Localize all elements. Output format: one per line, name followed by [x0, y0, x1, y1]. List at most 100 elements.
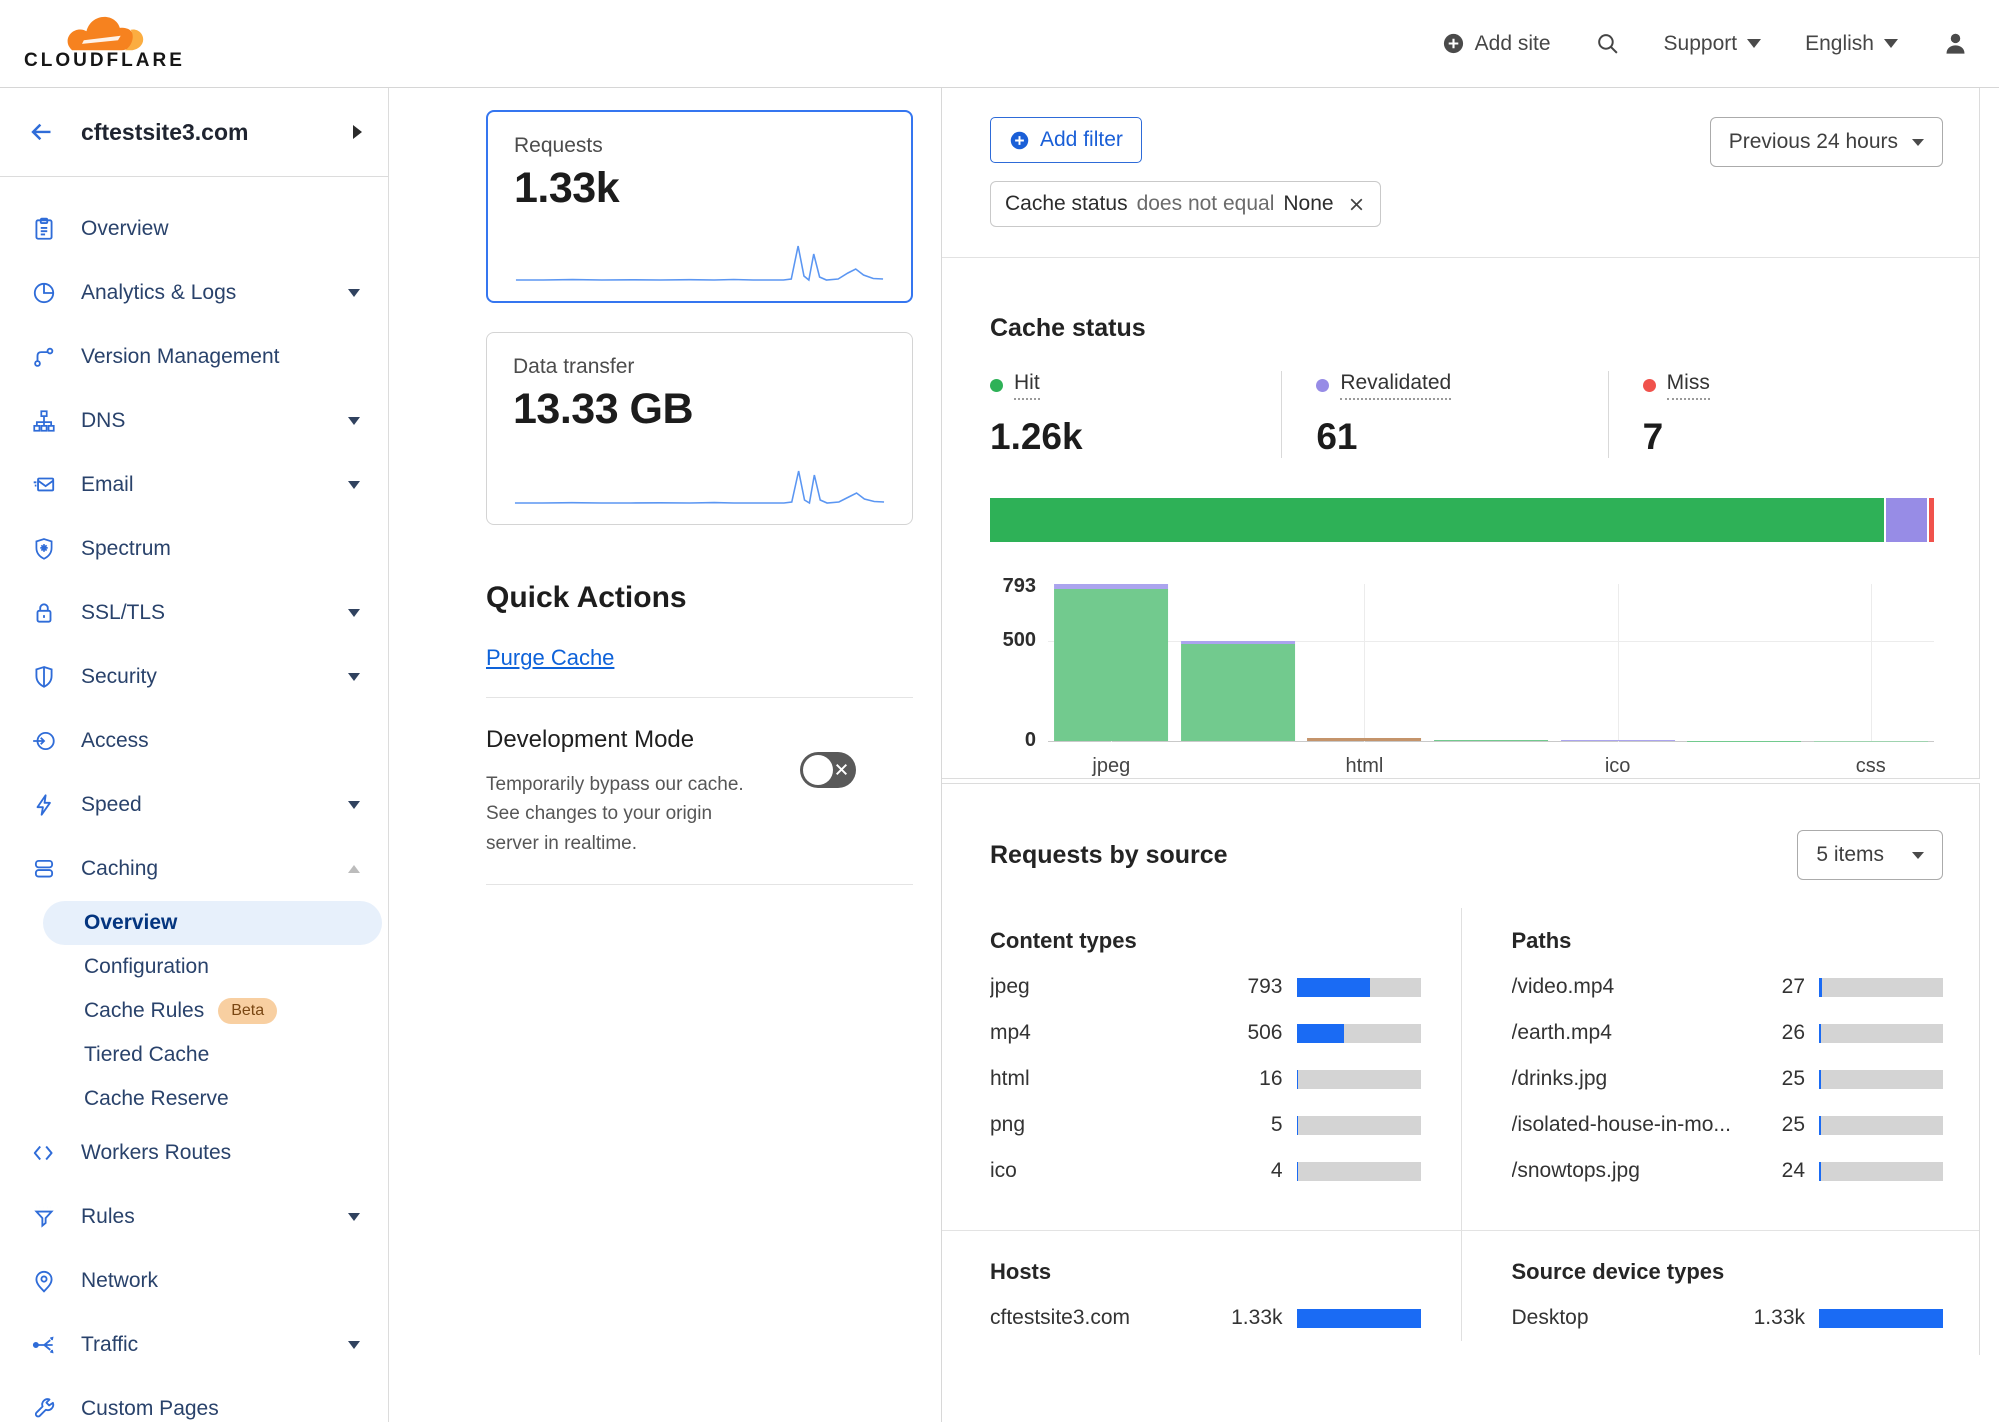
source-device-types-group: Source device types Desktop 1.33k — [1460, 1230, 1979, 1341]
support-menu[interactable]: Support — [1664, 32, 1762, 56]
sidebar-item-version-management[interactable]: Version Management — [0, 325, 388, 389]
sidebar-item-label: Caching — [81, 857, 159, 880]
miss-dot-icon — [1642, 379, 1656, 392]
legend-label-hit[interactable]: Hit — [1014, 371, 1040, 400]
chart-bar — [1813, 584, 1928, 741]
add-filter-label: Add filter — [1040, 128, 1123, 151]
search-button[interactable] — [1595, 31, 1620, 56]
main-content: Add filter Previous 24 hours Cache statu… — [941, 88, 1999, 1422]
cache-status-section: Cache status Hit 1.26k R — [942, 257, 1979, 778]
submenu-label: Cache Rules — [84, 999, 205, 1022]
row-label: html — [990, 1067, 1030, 1090]
legend-miss: Miss 7 — [1607, 371, 1934, 458]
submenu-item-cache-reserve[interactable]: Cache Reserve — [43, 1077, 382, 1121]
requests-metric-card[interactable]: Requests 1.33k — [486, 110, 913, 303]
source-groups-grid: Content types jpeg 793 mp4 506 html — [942, 908, 1979, 1341]
sidebar-item-overview[interactable]: Overview — [0, 197, 388, 261]
sidebar-item-spectrum[interactable]: Spectrum — [0, 517, 388, 581]
sidebar-item-traffic[interactable]: Traffic — [0, 1313, 388, 1377]
add-site-button[interactable]: Add site — [1442, 32, 1551, 56]
sidebar-item-rules[interactable]: Rules — [0, 1185, 388, 1249]
plus-circle-icon — [1443, 33, 1463, 54]
chevron-down-icon — [1912, 851, 1924, 859]
sidebar-item-access[interactable]: Access — [0, 709, 388, 773]
filter-chip[interactable]: Cache status does not equal None — [990, 181, 1381, 227]
row-label: png — [990, 1113, 1026, 1136]
support-label: Support — [1663, 31, 1738, 55]
table-row: /isolated-house-in-mo... 25 — [1511, 1102, 1943, 1148]
sidebar-item-label: DNS — [81, 409, 126, 432]
submenu-item-overview[interactable]: Overview — [43, 901, 382, 945]
sidebar-item-speed[interactable]: Speed — [0, 773, 388, 837]
development-mode-toggle[interactable] — [800, 752, 856, 788]
submenu-item-tiered-cache[interactable]: Tiered Cache — [43, 1033, 382, 1077]
cache-status-legend: Hit 1.26k Revalidated 61 — [990, 371, 1934, 458]
bar-fill — [1819, 1023, 1822, 1043]
back-arrow-icon[interactable] — [28, 119, 55, 146]
sidebar-item-ssl-tls[interactable]: SSL/TLS — [0, 581, 388, 645]
sidebar-item-custom-pages[interactable]: Custom Pages — [0, 1377, 388, 1422]
person-icon — [1946, 33, 1965, 54]
chart-bar — [1307, 584, 1422, 741]
submenu-item-configuration[interactable]: Configuration — [43, 945, 382, 989]
vertical-gridline — [1870, 584, 1872, 742]
sidebar-item-label: Security — [81, 665, 157, 688]
chart-bar — [1434, 584, 1548, 741]
chevron-down-icon — [348, 417, 360, 425]
group-heading: Content types — [990, 928, 1137, 953]
chevron-down-icon — [1884, 39, 1898, 48]
legend-label-revalidated[interactable]: Revalidated — [1340, 371, 1452, 400]
sidebar-item-workers-routes[interactable]: Workers Routes — [0, 1121, 388, 1185]
submenu-label: Overview — [84, 911, 178, 934]
submenu-item-cache-rules[interactable]: Cache Rules Beta — [43, 989, 382, 1033]
chart-bar — [1180, 584, 1295, 741]
sidebar-item-label: Network — [81, 1269, 159, 1292]
bar-fill — [1296, 1069, 1299, 1089]
site-switcher-caret-icon[interactable] — [353, 125, 362, 139]
data-transfer-metric-card[interactable]: Data transfer 13.33 GB — [486, 332, 913, 525]
cloudflare-logo[interactable]: CLOUDFLARE — [24, 16, 185, 72]
logo-wordmark: CLOUDFLARE — [24, 49, 185, 71]
paths-group: Paths /video.mp4 27 /earth.mp4 26 / — [1460, 908, 1980, 1230]
bar-fill — [1819, 1069, 1822, 1089]
sidebar-item-security[interactable]: Security — [0, 645, 388, 709]
remove-filter-icon[interactable] — [1347, 195, 1366, 214]
sidebar-item-label: Access — [81, 729, 149, 752]
bar-track — [1819, 1069, 1943, 1089]
chevron-up-icon — [348, 865, 360, 873]
sidebar-item-email[interactable]: Email — [0, 453, 388, 517]
bar-track — [1296, 1069, 1421, 1089]
search-icon — [1597, 34, 1618, 54]
legend-label-miss[interactable]: Miss — [1666, 371, 1710, 400]
chart-bar-segment-expired — [1307, 737, 1422, 741]
sidebar-item-label: Spectrum — [81, 537, 171, 560]
language-menu[interactable]: English — [1805, 32, 1898, 56]
filter-funnel-icon — [30, 1204, 57, 1231]
y-tick-500: 500 — [1002, 629, 1036, 652]
sidebar-item-caching[interactable]: Caching — [0, 837, 388, 901]
items-count-dropdown[interactable]: 5 items — [1797, 830, 1943, 880]
sidebar-item-analytics-logs[interactable]: Analytics & Logs — [0, 261, 388, 325]
sidebar-item-dns[interactable]: DNS — [0, 389, 388, 453]
bar-fill — [1819, 1161, 1822, 1181]
code-brackets-icon — [30, 1140, 57, 1167]
purge-cache-link[interactable]: Purge Cache — [486, 645, 615, 670]
x-axis-label: css — [1855, 755, 1886, 777]
sidebar-item-network[interactable]: Network — [0, 1249, 388, 1313]
sidebar-item-label: SSL/TLS — [81, 601, 166, 624]
divider — [486, 884, 913, 886]
shield-icon — [30, 664, 57, 691]
table-row: Desktop 1.33k — [1512, 1295, 1943, 1341]
row-label: /earth.mp4 — [1511, 1021, 1612, 1044]
submenu-label: Configuration — [84, 955, 209, 978]
cache-status-stacked-bar — [990, 498, 1934, 542]
time-range-dropdown[interactable]: Previous 24 hours — [1709, 117, 1943, 167]
row-label: /isolated-house-in-mo... — [1511, 1113, 1731, 1136]
add-filter-button[interactable]: Add filter — [990, 117, 1142, 163]
sidebar-item-label: Email — [81, 473, 134, 496]
header-actions: Add site Support English — [1442, 30, 1969, 57]
bar-fill — [1819, 1308, 1943, 1328]
site-name[interactable]: cftestsite3.com — [81, 118, 249, 145]
user-avatar[interactable] — [1942, 30, 1969, 57]
